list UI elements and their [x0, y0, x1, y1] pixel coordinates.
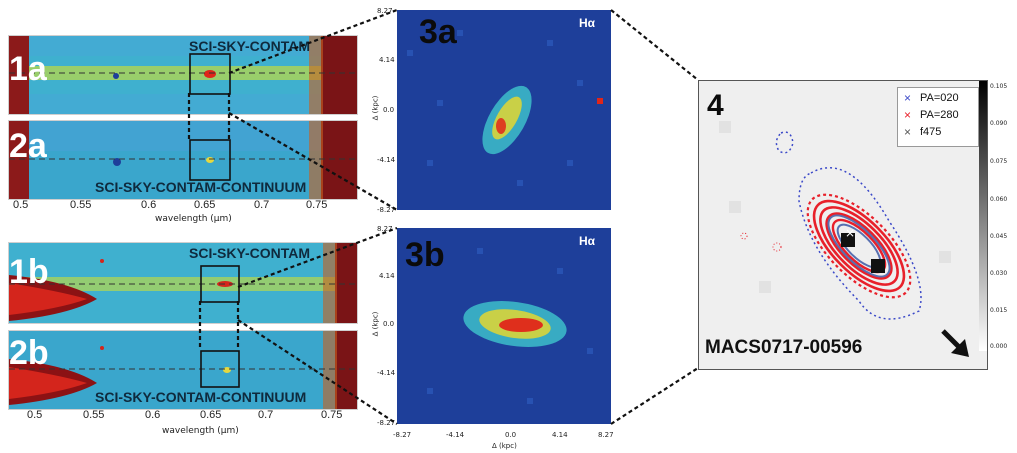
y-tick-3a-3: -4.14: [377, 156, 396, 164]
legend-label-pa020: PA=020: [920, 92, 959, 104]
colorbar-tick-5: 0.030: [990, 270, 1008, 277]
legend-label-pa280: PA=280: [920, 109, 959, 121]
colorbar-tick-3: 0.060: [990, 196, 1008, 203]
x-tick-3b-4: 8.27: [598, 431, 614, 439]
x-tick-a-2: 0.6: [141, 199, 157, 211]
x-tick-b-3: 0.65: [200, 409, 222, 421]
direction-arrow-icon: [941, 329, 969, 357]
panel-tag-3b: 3b: [405, 236, 445, 274]
object-label: MACS0717-00596: [705, 337, 863, 358]
x-tick-b-1: 0.55: [83, 409, 105, 421]
y-tick-3b-3: -4.14: [377, 369, 396, 377]
image-panel-4: × 4 MACS0717-00596 × PA=020 × PA=280 × f…: [698, 80, 988, 370]
spectrum-panel-1b: 1b SCI-SKY-CONTAM: [8, 242, 358, 324]
colorbar-tick-0: 0.105: [990, 83, 1008, 90]
legend-box: × PA=020 × PA=280 × f475: [897, 87, 979, 147]
svg-text:×: ×: [845, 226, 855, 240]
legend-marker-pa280-icon: ×: [904, 108, 912, 122]
x-tick-b-2: 0.6: [145, 409, 161, 421]
legend-marker-f475-icon: ×: [904, 125, 912, 139]
y-label-3a: Δ (kpc): [371, 95, 380, 121]
y-tick-3a-0: 8.27: [377, 7, 393, 15]
halpha-map-3b: [397, 228, 611, 424]
x-label-3b: Δ (kpc): [492, 442, 517, 450]
x-tick-3b-2: 0.0: [505, 431, 517, 439]
colorbar-tick-4: 0.045: [990, 233, 1008, 240]
panel-tag-2a: 2a: [9, 127, 47, 165]
colorbar: [979, 81, 987, 351]
y-tick-3b-1: 4.14: [379, 272, 395, 280]
x-tick-a-3: 0.65: [194, 199, 216, 211]
line-label-3a: Hα: [579, 16, 596, 30]
x-tick-3b-3: 4.14: [552, 431, 568, 439]
spectrum-panel-2a: 2a SCI-SKY-CONTAM-CONTINUUM: [8, 120, 358, 200]
x-tick-b-0: 0.5: [27, 409, 43, 421]
y-tick-3b-4: -8.27: [377, 419, 396, 427]
map-panel-3a: 3a Hα: [397, 10, 611, 210]
halpha-map-3a: [397, 10, 611, 210]
colorbar-tick-7: 0.000: [990, 343, 1008, 350]
x-axis-label-b: wavelength (μm): [162, 426, 239, 436]
map-panel-3b: 3b Hα: [397, 228, 611, 424]
spectrum-panel-2b: 2b SCI-SKY-CONTAM-CONTINUUM: [8, 330, 358, 410]
panel-tag-1b: 1b: [9, 253, 49, 291]
y-tick-3a-4: -8.27: [377, 206, 396, 214]
spectrum-banner-1a: SCI-SKY-CONTAM: [189, 38, 311, 54]
colorbar-tick-6: 0.015: [990, 307, 1008, 314]
x-tick-b-4: 0.7: [258, 409, 274, 421]
y-tick-3a-1: 4.14: [379, 56, 395, 64]
spectrum-banner-2b: SCI-SKY-CONTAM-CONTINUUM: [95, 389, 307, 405]
x-tick-a-5: 0.75: [306, 199, 328, 211]
panel-tag-4: 4: [707, 89, 724, 122]
panel-tag-3a: 3a: [419, 13, 457, 51]
x-axis-label-a: wavelength (μm): [155, 214, 232, 224]
y-tick-3b-0: 8.27: [377, 225, 393, 233]
legend-marker-pa020-icon: ×: [904, 91, 912, 105]
line-label-3b: Hα: [579, 234, 596, 248]
x-tick-a-4: 0.7: [254, 199, 270, 211]
x-tick-a-0: 0.5: [13, 199, 29, 211]
colorbar-tick-1: 0.090: [990, 120, 1008, 127]
x-tick-3b-0: -8.27: [393, 431, 412, 439]
x-tick-3b-1: -4.14: [446, 431, 465, 439]
panel-tag-1a: 1a: [9, 50, 47, 88]
spectrum-panel-1a: 1a SCI-SKY-CONTAM: [8, 35, 358, 115]
legend-label-f475: f475: [920, 126, 942, 138]
x-tick-b-5: 0.75: [321, 409, 343, 421]
x-tick-a-1: 0.55: [70, 199, 92, 211]
colorbar-tick-2: 0.075: [990, 158, 1008, 165]
y-tick-3a-2: 0.0: [383, 106, 395, 114]
panel-tag-2b: 2b: [9, 334, 49, 372]
spectrum-banner-1b: SCI-SKY-CONTAM: [189, 245, 311, 261]
spectrum-banner-2a: SCI-SKY-CONTAM-CONTINUUM: [95, 179, 307, 195]
y-label-3b: Δ (kpc): [371, 311, 380, 337]
y-tick-3b-2: 0.0: [383, 320, 395, 328]
